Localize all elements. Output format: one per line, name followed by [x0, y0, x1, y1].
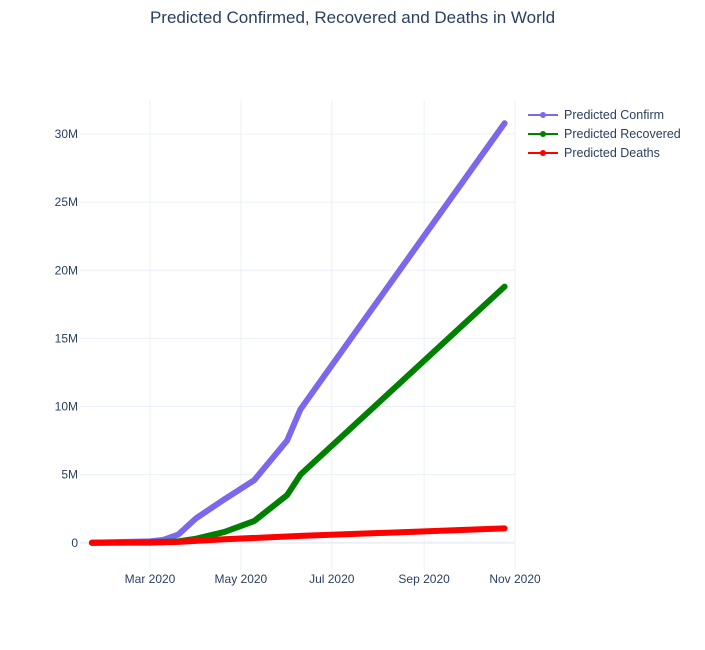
x-tick-label: Mar 2020 — [125, 572, 176, 586]
x-tick-label: Nov 2020 — [489, 572, 541, 586]
series-layer — [88, 120, 508, 546]
legend-item[interactable]: Predicted Confirm — [528, 108, 664, 122]
legend-marker — [540, 112, 546, 118]
x-tick-label: May 2020 — [215, 572, 268, 586]
legend-marker — [540, 150, 546, 156]
y-tick-label: 30M — [55, 127, 78, 141]
y-tick-label: 15M — [55, 331, 78, 345]
x-tick-label: Jul 2020 — [309, 572, 355, 586]
legend-item[interactable]: Predicted Recovered — [528, 127, 681, 141]
series-line-3 — [88, 525, 508, 546]
grid-layer — [80, 100, 516, 570]
y-tick-label: 25M — [55, 195, 78, 209]
y-tick-label: 5M — [61, 468, 78, 482]
y-tick-label: 20M — [55, 263, 78, 277]
legend-label: Predicted Recovered — [564, 127, 681, 141]
y-tick-label: 10M — [55, 400, 78, 414]
legend-label: Predicted Deaths — [564, 146, 660, 160]
x-axis-ticks: Mar 2020 May 2020 Jul 2020 Sep 2020 Nov 2020 — [125, 572, 541, 586]
legend-item[interactable]: Predicted Deaths — [528, 146, 660, 160]
x-tick-label: Sep 2020 — [398, 572, 450, 586]
legend-label: Predicted Confirm — [564, 108, 664, 122]
y-axis-ticks: 0 5M 10M 15M 20M 25M 30M — [55, 127, 79, 550]
legend[interactable]: Predicted Confirm Predicted Recovered Pred… — [528, 108, 681, 160]
chart-title: Predicted Confirmed, Recovered and Death… — [149, 8, 556, 27]
legend-marker — [540, 131, 546, 137]
y-tick-label: 0 — [71, 536, 78, 550]
